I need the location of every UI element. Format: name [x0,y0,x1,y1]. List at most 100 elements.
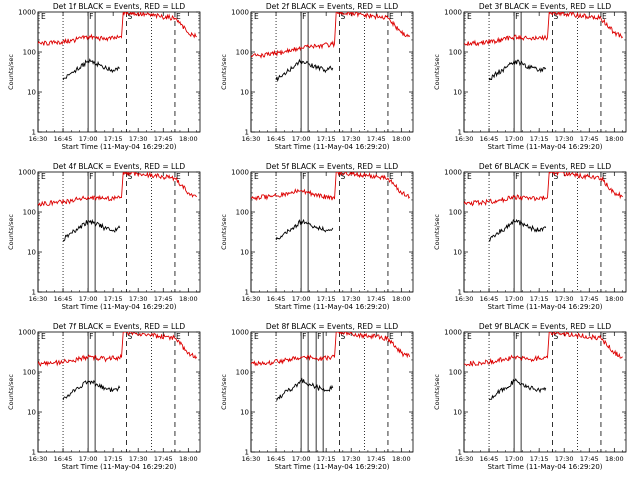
x-axis-label: Start Time (11-May-04 16:29:20) [61,303,176,311]
x-tick-label: 18:00 [392,135,411,143]
time-marker-label: S [128,332,133,341]
y-tick-label: 10 [453,89,462,97]
time-marker-label: S [554,12,559,21]
x-tick-label: 18:00 [392,295,411,303]
data-series-line [38,172,197,207]
x-tick-label: 17:45 [367,295,386,303]
data-series-line [275,218,334,241]
x-tick-label: 17:45 [154,135,173,143]
time-marker-label: E [389,172,394,181]
x-tick-label: 18:00 [179,295,198,303]
chart-title: Det 5f BLACK = Events, RED = LLD [266,162,399,171]
x-tick-label: 17:45 [580,295,599,303]
data-series-line [276,377,334,401]
plot-frame [250,171,414,293]
y-tick-label: 10 [240,409,249,417]
x-axis-label: Start Time (11-May-04 16:29:20) [274,303,389,311]
chart-title: Det 2f BLACK = Events, RED = LLD [266,2,399,11]
time-marker-label: E [176,172,181,181]
plot-frame [37,171,201,293]
x-tick-label: 17:00 [79,135,98,143]
plot-frame [37,331,201,453]
x-axis-label: Start Time (11-May-04 16:29:20) [487,143,602,151]
x-tick-label: 16:30 [242,455,261,463]
time-marker-label: F [515,332,519,341]
x-tick-label: 17:00 [79,455,98,463]
x-tick-label: 17:30 [555,135,574,143]
x-axis-label: Start Time (11-May-04 16:29:20) [61,143,176,151]
time-marker-label: E [41,12,46,21]
x-tick-label: 16:30 [242,295,261,303]
plot-frame [463,171,627,293]
y-tick-label: 100 [236,49,249,57]
detector-chart: Det 8f BLACK = Events, RED = LLD 1 10 100 10… [220,322,414,471]
x-tick-label: 17:15 [317,135,336,143]
time-marker-label: F [302,12,306,21]
time-marker-label: E [602,12,607,21]
x-tick-label: 17:45 [580,455,599,463]
x-tick-label: 17:00 [292,135,311,143]
time-marker-label: E [254,332,259,341]
y-axis-label: Counts/sec [220,214,228,250]
y-tick-label: 100 [236,209,249,217]
x-tick-label: 16:45 [480,295,499,303]
y-tick-label: 100 [449,369,462,377]
x-tick-label: 16:30 [242,135,261,143]
y-tick-label: 1000 [444,329,462,337]
x-tick-label: 18:00 [392,455,411,463]
x-tick-label: 17:00 [79,295,98,303]
y-tick-label: 1 [458,129,462,137]
time-marker-label: E [389,12,394,21]
x-tick-label: 18:00 [605,295,624,303]
detector-chart: Det 3f BLACK = Events, RED = LLD 1 10 100 10… [433,2,627,151]
y-tick-label: 1 [245,449,249,457]
x-tick-label: 16:45 [480,455,499,463]
y-tick-label: 100 [23,209,36,217]
data-series-line [38,12,197,46]
detector-chart: Det 9f BLACK = Events, RED = LLD 1 10 100 10… [433,322,627,471]
y-tick-label: 100 [23,49,36,57]
x-tick-label: 17:30 [342,455,361,463]
plot-frame [463,11,627,133]
x-tick-label: 17:15 [530,135,549,143]
time-marker-label: E [176,332,181,341]
y-tick-label: 1 [245,129,249,137]
time-marker-label: E [176,12,181,21]
chart-title: Det 6f BLACK = Events, RED = LLD [479,162,612,171]
data-series-line [275,58,334,83]
chart-title: Det 9f BLACK = Events, RED = LLD [479,322,612,331]
x-tick-label: 17:00 [292,455,311,463]
x-tick-label: 17:30 [129,135,148,143]
detector-chart: Det 7f BLACK = Events, RED = LLD 1 10 100 10… [7,322,201,471]
x-tick-label: 17:15 [530,295,549,303]
chart-title: Det 8f BLACK = Events, RED = LLD [266,322,399,331]
time-marker-label: S [341,12,346,21]
time-marker-label: F [302,172,306,181]
detector-chart: Det 6f BLACK = Events, RED = LLD 1 10 100 10… [433,162,627,311]
data-series-line [62,379,121,401]
data-series-line [38,332,198,367]
x-tick-label: 16:30 [29,455,48,463]
data-series-line [464,332,623,367]
y-tick-label: 1000 [231,169,249,177]
chart-title: Det 7f BLACK = Events, RED = LLD [53,322,186,331]
y-axis-label: Counts/sec [433,374,441,410]
x-tick-label: 18:00 [179,135,198,143]
x-tick-label: 17:15 [317,455,336,463]
x-tick-label: 17:00 [505,295,524,303]
x-tick-label: 17:15 [530,455,549,463]
plot-frame [250,11,414,133]
x-tick-label: 17:00 [292,295,311,303]
data-series-line [62,58,120,81]
x-tick-label: 17:15 [104,135,123,143]
x-tick-label: 17:30 [342,295,361,303]
y-tick-label: 1000 [18,9,36,17]
y-tick-label: 1000 [231,9,249,17]
x-tick-label: 17:45 [154,455,173,463]
y-tick-label: 1000 [18,329,36,337]
time-marker-label: F [89,332,93,341]
data-series-line [251,332,411,367]
x-tick-label: 16:30 [455,455,474,463]
y-tick-label: 10 [27,409,36,417]
